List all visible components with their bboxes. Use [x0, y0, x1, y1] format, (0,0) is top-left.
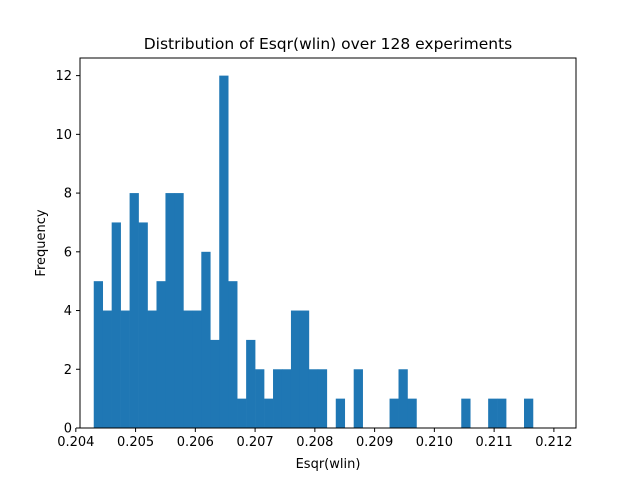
x-tick-label: 0.208: [296, 435, 333, 450]
histogram-bar: [183, 310, 193, 428]
histogram-bar: [147, 310, 157, 428]
y-tick-label: 4: [64, 304, 72, 319]
histogram-bar: [255, 369, 265, 428]
histogram-bar: [281, 369, 292, 428]
y-tick-label: 8: [64, 187, 72, 202]
y-axis-ticks: 0 2 4 6 8 10 12: [55, 69, 80, 437]
histogram-bar: [129, 193, 139, 428]
histogram-bar: [273, 369, 283, 428]
y-axis-label: Frequency: [34, 209, 49, 276]
histogram-bar: [488, 398, 498, 428]
y-tick-label: 10: [55, 128, 72, 143]
histogram-bar: [138, 222, 148, 428]
histogram-bar: [317, 369, 328, 428]
x-tick-label: 0.211: [476, 435, 513, 450]
histogram-bar: [111, 222, 121, 428]
histogram-bar: [335, 398, 346, 428]
histogram-bar: [389, 398, 399, 428]
histogram-bar: [165, 193, 175, 428]
histogram-bar: [120, 310, 130, 428]
histogram-bar: [201, 251, 211, 428]
y-tick-label: 2: [64, 363, 72, 378]
chart-title: Distribution of Esqr(wlin) over 128 expe…: [144, 35, 513, 53]
histogram-bar: [174, 193, 184, 428]
histogram-bar: [264, 398, 274, 428]
plot-frame: [79, 57, 577, 429]
histogram-bar: [246, 339, 256, 428]
x-tick-label: 0.212: [535, 435, 572, 450]
histogram-bar: [407, 398, 417, 428]
histogram-bar: [524, 398, 534, 428]
histogram-bar: [192, 310, 202, 428]
y-tick-label: 12: [55, 69, 72, 84]
histogram-bar: [299, 310, 310, 428]
histogram-bar: [210, 339, 220, 428]
y-tick-label: 0: [64, 422, 72, 437]
x-tick-label: 0.206: [177, 435, 214, 450]
x-tick-label: 0.205: [117, 435, 154, 450]
histogram-bar: [219, 75, 229, 428]
x-axis-label: Esqr(wlin): [296, 457, 361, 472]
histogram-bar: [461, 398, 471, 428]
histogram-bar: [102, 310, 112, 428]
histogram-bar: [290, 310, 301, 428]
x-axis-ticks: 0.204 0.205 0.206 0.207 0.208 0.209 0.210 0.211…: [57, 428, 572, 450]
histogram-bar: [237, 398, 247, 428]
bars-group: [93, 75, 534, 428]
histogram-bar: [308, 369, 319, 428]
x-tick-label: 0.207: [236, 435, 273, 450]
x-tick-label: 0.210: [416, 435, 453, 450]
histogram-bar: [93, 281, 104, 428]
histogram-bar: [156, 281, 166, 428]
x-tick-label: 0.209: [356, 435, 393, 450]
x-tick-label: 0.204: [57, 435, 94, 450]
histogram-bar: [353, 369, 363, 428]
histogram-bar: [497, 398, 507, 428]
histogram-bar: [398, 369, 408, 428]
y-tick-label: 6: [64, 245, 72, 260]
histogram-bar: [228, 281, 238, 428]
